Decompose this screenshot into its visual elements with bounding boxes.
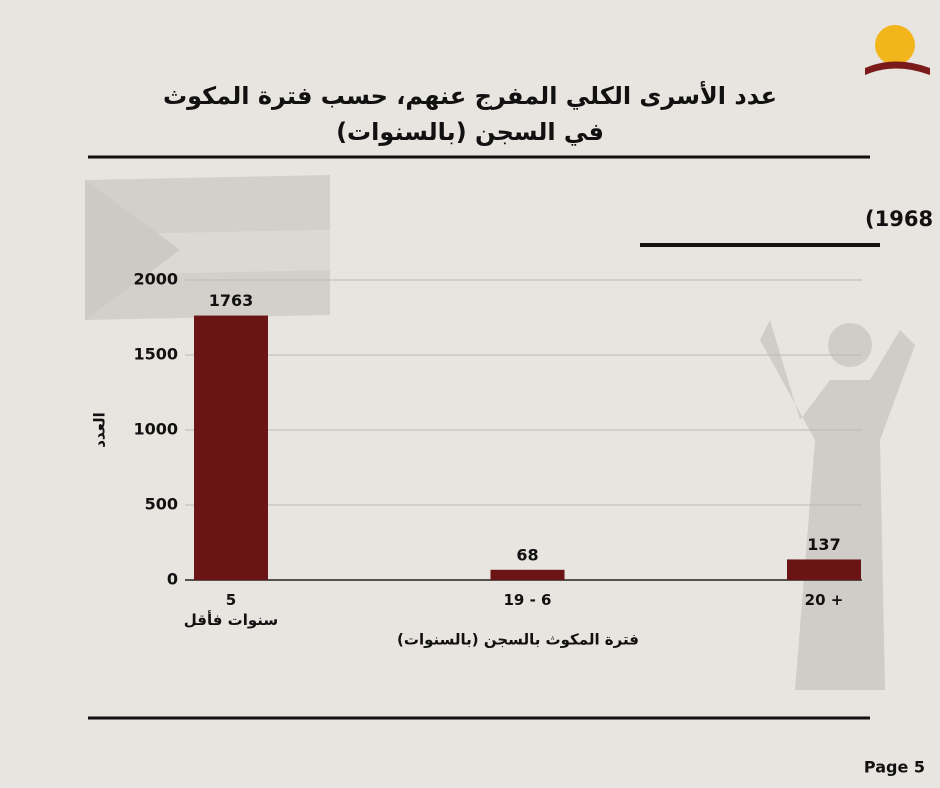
page-number: Page 5 bbox=[864, 758, 925, 777]
x-tick-label: 20 + bbox=[804, 591, 844, 609]
data-label: 1763 bbox=[209, 291, 254, 310]
y-tick-label: 500 bbox=[145, 495, 178, 514]
y-tick-label: 0 bbox=[167, 570, 178, 589]
x-axis-label: فترة المكوث بالسجن (بالسنوات) bbox=[397, 631, 639, 649]
y-tick-label: 1000 bbox=[133, 420, 178, 439]
x-tick-label: 5 سنوات فأقل bbox=[183, 591, 279, 629]
y-tick-label: 2000 bbox=[133, 270, 178, 289]
x-tick-label: 19 - 6 bbox=[503, 591, 552, 609]
y-axis-label: العدد bbox=[91, 412, 109, 448]
chart-title: عدد الأسرى الكلي المفرج عنهم، حسب فترة ا… bbox=[163, 81, 777, 110]
bar bbox=[194, 315, 268, 580]
bar bbox=[490, 569, 565, 580]
bar bbox=[787, 559, 861, 580]
data-label: 137 bbox=[807, 535, 840, 554]
y-tick-label: 1500 bbox=[133, 345, 178, 364]
logo bbox=[865, 25, 930, 75]
total-label: العدد الكلي=( 1968) bbox=[865, 207, 940, 231]
data-label: 68 bbox=[516, 545, 538, 564]
chart-title: في السجن (بالسنوات) bbox=[336, 118, 604, 146]
